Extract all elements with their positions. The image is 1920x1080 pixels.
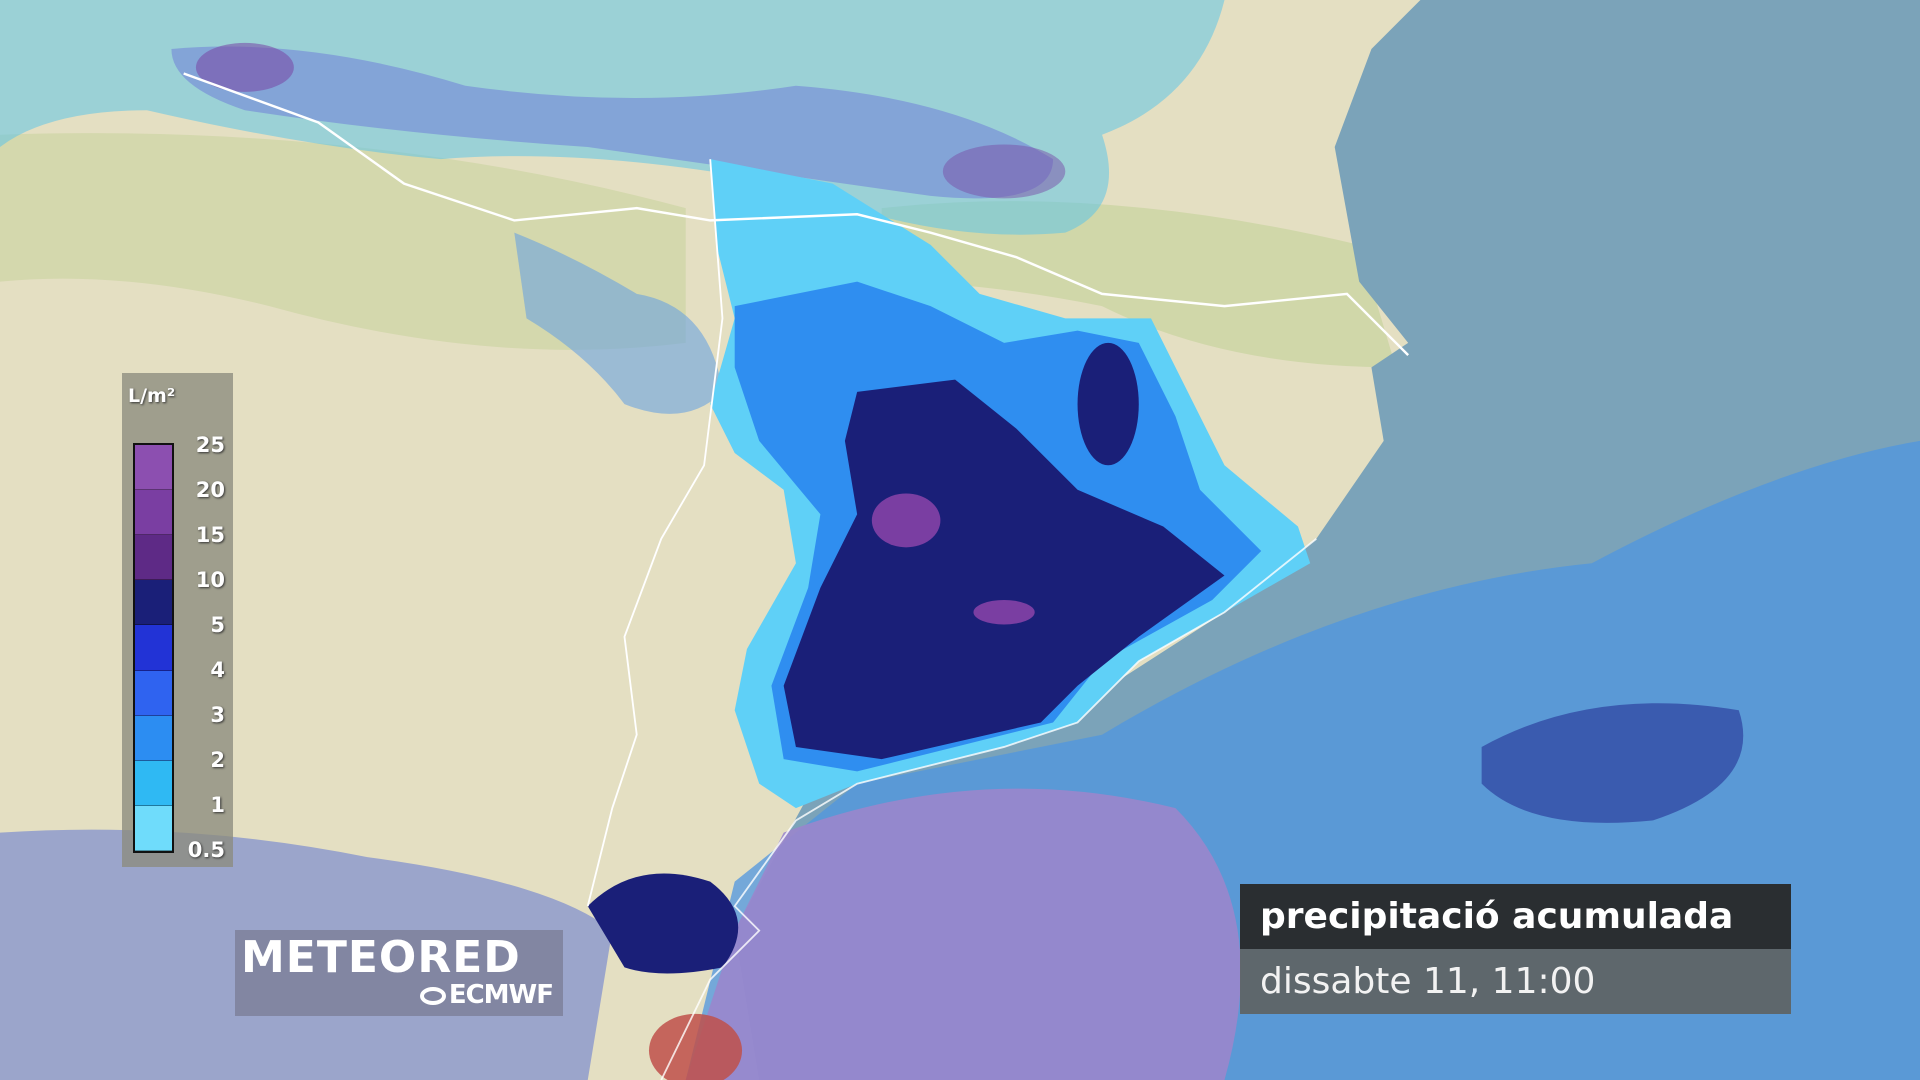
precip-sea-purple [685, 788, 1241, 1080]
legend-label: 5 [210, 613, 225, 637]
provider-name: ECMWF [448, 980, 554, 1010]
border-catalonia [586, 159, 724, 907]
legend-unit: L/m² [128, 385, 176, 407]
legend-label: 1 [210, 793, 225, 817]
legend-swatch [135, 805, 172, 851]
map-caption: precipitació acumulada dissabte 11, 11:0… [1240, 884, 1791, 1014]
precip-catalonia-purple [871, 493, 941, 548]
legend-label: 2 [210, 748, 225, 772]
legend-swatch [135, 445, 172, 491]
precip-ebro-delta [587, 873, 739, 974]
legend-label: 25 [195, 433, 225, 457]
precip-catalonia-cell [1077, 342, 1139, 466]
precip-north-purple [942, 144, 1066, 199]
precipitation-legend: L/m² 25 20 15 10 5 4 3 2 1 0.5 [122, 373, 233, 867]
legend-label: 20 [195, 478, 225, 502]
ecmwf-icon [419, 987, 446, 1005]
provider-logo: ECMWF [419, 980, 554, 1010]
legend-swatch [135, 760, 172, 806]
legend-label: 3 [210, 703, 225, 727]
legend-swatch [135, 670, 172, 716]
legend-swatch [135, 625, 172, 671]
legend-swatch [135, 535, 172, 581]
brand-name: METEORED [241, 932, 521, 983]
green-relief [0, 133, 686, 350]
coastline [660, 538, 1317, 1080]
precip-north-purple [195, 42, 294, 92]
map-datetime: dissabte 11, 11:00 [1240, 949, 1791, 1014]
precip-sea-core [1481, 703, 1744, 823]
legend-colorbar [133, 443, 174, 853]
legend-label: 0.5 [187, 838, 225, 862]
meteored-logo: METEORED ECMWF [235, 930, 563, 1016]
precip-sea-max [648, 1013, 743, 1080]
precip-catalonia-purple [973, 600, 1035, 625]
legend-swatch [135, 490, 172, 536]
legend-label: 10 [195, 568, 225, 592]
map-title: precipitació acumulada [1240, 884, 1791, 949]
legend-label: 15 [195, 523, 225, 547]
green-relief-east [881, 201, 1396, 368]
precip-pyrenees-patch [514, 232, 723, 414]
border-france-spain [183, 72, 1410, 356]
precip-catalonia-core [783, 379, 1225, 760]
precip-north-core [171, 46, 1054, 199]
legend-label: 4 [210, 658, 225, 682]
legend-swatch [135, 580, 172, 626]
legend-swatch [135, 715, 172, 761]
